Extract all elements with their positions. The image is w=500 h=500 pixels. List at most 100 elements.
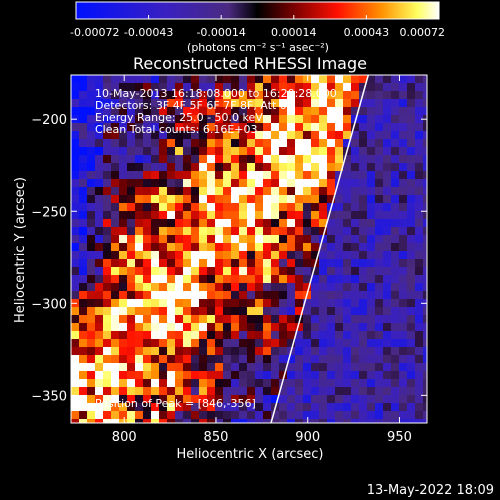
heatmap-cell [303,283,311,291]
heatmap-cell [119,387,127,395]
heatmap-cell [87,419,95,423]
heatmap-cell [295,259,303,267]
heatmap-cell [295,219,303,227]
heatmap-cell [375,99,383,107]
heatmap-cell [407,411,415,419]
heatmap-cell [207,395,215,403]
heatmap-cell [239,75,247,83]
heatmap-cell [71,195,79,203]
heatmap-cell [247,267,255,275]
heatmap-cell [351,419,359,423]
heatmap-cell [183,395,191,403]
heatmap-cell [399,115,407,123]
heatmap-cell [191,83,199,91]
heatmap-cell [207,275,215,283]
heatmap-cell [343,227,351,235]
heatmap-cell [391,131,399,139]
heatmap-cell [383,171,391,179]
heatmap-cell [191,419,199,423]
heatmap-cell [103,179,111,187]
heatmap-cell [87,275,95,283]
heatmap-cell [271,267,279,275]
heatmap-cell [95,115,103,123]
heatmap-cell [391,75,399,83]
heatmap-cell [415,403,423,411]
heatmap-cell [319,179,327,187]
heatmap-cell [319,131,327,139]
heatmap-cell [255,355,263,363]
heatmap-cell [287,315,295,323]
heatmap-cell [239,251,247,259]
heatmap-cell [151,219,159,227]
heatmap-cell [279,395,287,403]
heatmap-cell [143,299,151,307]
heatmap-cell [255,379,263,387]
heatmap-cell [399,235,407,243]
heatmap-cell [343,331,351,339]
heatmap-cell [375,355,383,363]
heatmap-cell [79,275,87,283]
heatmap-cell [247,155,255,163]
heatmap-cell [415,107,423,115]
heatmap-cell [367,203,375,211]
heatmap-cell [311,387,319,395]
heatmap-cell [191,339,199,347]
heatmap-cell [287,283,295,291]
heatmap-cell [391,235,399,243]
heatmap-cell [279,251,287,259]
heatmap-cell [263,259,271,267]
heatmap-cell [271,171,279,179]
heatmap-cell [255,219,263,227]
heatmap-cell [199,187,207,195]
heatmap-cell [167,139,175,147]
heatmap-cell [271,99,279,107]
heatmap-cell [423,315,427,323]
heatmap-cell [319,347,327,355]
heatmap-cell [215,363,223,371]
heatmap-cell [231,315,239,323]
heatmap-cell [407,75,415,83]
heatmap-cell [255,419,263,423]
heatmap-cell [87,331,95,339]
heatmap-cell [255,211,263,219]
heatmap-cell [127,171,135,179]
heatmap-cell [311,155,319,163]
heatmap-cell [103,219,111,227]
heatmap-cell [135,379,143,387]
heatmap-cell [135,395,143,403]
heatmap-cell [175,171,183,179]
heatmap-cell [215,315,223,323]
heatmap-cell [375,219,383,227]
heatmap-cell [95,171,103,179]
heatmap-cell [79,83,87,91]
heatmap-cell [295,243,303,251]
heatmap-cell [415,139,423,147]
heatmap-cell [319,379,327,387]
heatmap-cell [263,339,271,347]
heatmap-cell [423,179,427,187]
heatmap-cell [351,275,359,283]
heatmap-cell [79,379,87,387]
heatmap-cell [159,243,167,251]
heatmap-cell [167,219,175,227]
heatmap-cell [151,299,159,307]
heatmap-cell [295,299,303,307]
heatmap-cell [287,243,295,251]
heatmap-cell [215,147,223,155]
heatmap-cell [151,203,159,211]
heatmap-cell [111,163,119,171]
heatmap-cell [231,123,239,131]
heatmap-cell [71,131,79,139]
heatmap-cell [343,307,351,315]
heatmap-cell [359,331,367,339]
heatmap-cell [191,131,199,139]
heatmap-cell [167,243,175,251]
heatmap-cell [407,147,415,155]
heatmap-cell [199,403,207,411]
heatmap-cell [239,179,247,187]
heatmap-cell [311,355,319,363]
heatmap-cell [239,147,247,155]
heatmap-cell [351,323,359,331]
heatmap-cell [263,227,271,235]
heatmap-cell [103,139,111,147]
